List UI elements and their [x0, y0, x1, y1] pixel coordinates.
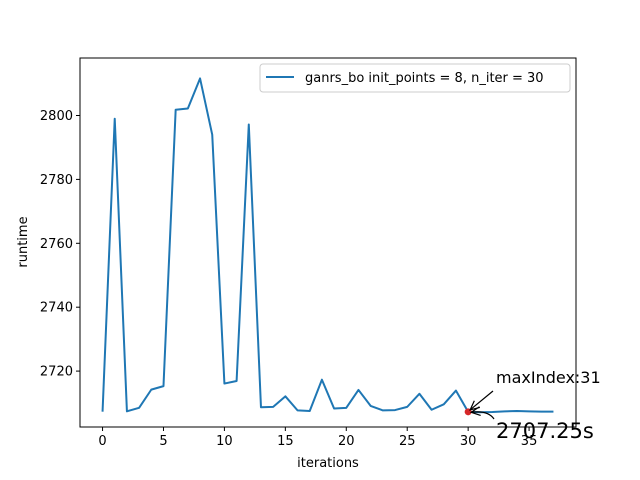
x-tick-label-20: 20: [338, 434, 355, 449]
y-tick-label-2800: 2800: [40, 109, 73, 124]
x-tick-label-10: 10: [216, 434, 233, 449]
annotation-arrowhead-value: [469, 406, 481, 416]
annotation-arrow-value: [471, 411, 495, 420]
x-tick-label-30: 30: [460, 434, 477, 449]
x-tick-label-5: 5: [159, 434, 167, 449]
x-tick-label-0: 0: [98, 434, 106, 449]
legend-box: [259, 63, 571, 93]
legend: ganrs_bo init_points = 8, n_iter = 30: [259, 63, 571, 93]
x-axis-label: iterations: [297, 456, 359, 471]
y-tick-label-2740: 2740: [40, 301, 73, 316]
annotation-value: 2707.25s: [496, 419, 594, 443]
plot-area: 0 5 10 15 20 25 30 35 2720 2740 2760 2780 2800 maxI…: [40, 57, 601, 449]
y-tick-label-2760: 2760: [40, 237, 73, 252]
legend-label: ganrs_bo init_points = 8, n_iter = 30: [305, 71, 544, 86]
x-axis-ticks: 0 5 10 15 20 25 30 35: [98, 427, 537, 449]
annotation-arrow-maxindex: [469, 390, 494, 411]
x-tick-label-35: 35: [521, 434, 538, 449]
y-axis-ticks: 2720 2740 2760 2780 2800: [40, 109, 80, 380]
y-tick-label-2720: 2720: [40, 365, 73, 380]
axes-frame: [79, 57, 577, 428]
y-tick-label-2780: 2780: [40, 173, 73, 188]
x-tick-label-25: 25: [399, 434, 416, 449]
annotation-group: maxIndex:31 2707.25s: [469, 368, 601, 443]
y-axis-label: runtime: [16, 216, 31, 267]
annotation-maxindex: maxIndex:31: [496, 368, 601, 387]
x-tick-label-15: 15: [277, 434, 294, 449]
